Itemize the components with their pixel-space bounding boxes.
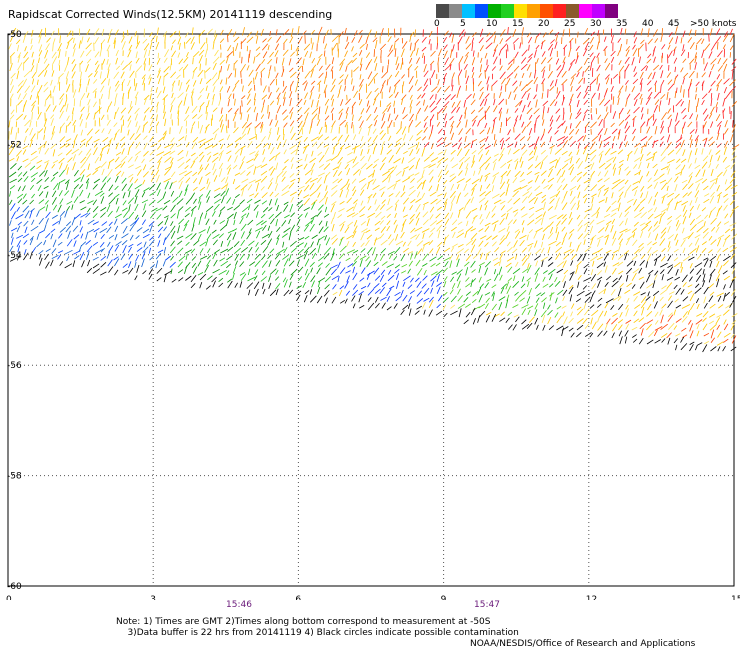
longitude-tick-label: 3 xyxy=(150,595,156,600)
longitude-tick-label: 12 xyxy=(586,595,597,600)
latitude-tick-label: -50 xyxy=(7,30,22,40)
legend-color-bar xyxy=(436,4,618,18)
legend-swatch xyxy=(592,4,605,18)
legend-swatch xyxy=(527,4,540,18)
legend-swatch xyxy=(449,4,462,18)
longitude-tick-label: 0 xyxy=(6,595,12,600)
legend-swatch xyxy=(436,4,449,18)
legend-swatch xyxy=(514,4,527,18)
legend-label: 30 xyxy=(590,19,602,29)
latitude-tick-label: -56 xyxy=(7,361,22,371)
notes: Note: 1) Times are GMT 2)Times along bot… xyxy=(116,617,519,639)
longitude-tick-label: 9 xyxy=(441,595,447,600)
latitude-labels: -50 -52 -54 -56 -58 -60 xyxy=(7,30,22,592)
legend-label: 15 xyxy=(512,19,524,29)
map-title: Rapidscat Corrected Winds(12.5KM) 201411… xyxy=(8,8,333,21)
legend-label: 25 xyxy=(564,19,576,29)
note-line-2: 3)Data buffer is 22 hrs from 20141119 4)… xyxy=(127,628,519,638)
legend-swatch xyxy=(553,4,566,18)
legend-swatch xyxy=(462,4,475,18)
legend-swatch xyxy=(488,4,501,18)
time-label-1: 15:46 xyxy=(226,600,252,610)
plot-frame xyxy=(7,33,735,587)
legend-swatch xyxy=(475,4,488,18)
legend-label: >50 knots xyxy=(690,19,737,29)
wind-vectors xyxy=(8,26,740,353)
longitude-tick-label: 15 xyxy=(731,595,740,600)
time-label-2: 15:47 xyxy=(474,600,500,610)
latitude-tick-label: -52 xyxy=(7,140,22,150)
latitude-tick-label: -60 xyxy=(7,582,22,592)
legend-label: 20 xyxy=(538,19,550,29)
legend-swatch xyxy=(501,4,514,18)
legend-label: 0 xyxy=(434,19,440,29)
grid-lines xyxy=(8,34,734,586)
note-line-1: Note: 1) Times are GMT 2)Times along bot… xyxy=(116,617,491,627)
wind-map: -50 -52 -54 -56 -58 -60 0 3 6 9 12 15 xyxy=(6,26,740,600)
credit-line: NOAA/NESDIS/Office of Research and Appli… xyxy=(470,639,696,649)
legend-label: 45 xyxy=(668,19,680,29)
latitude-tick-label: -58 xyxy=(7,472,22,482)
legend-label: 5 xyxy=(460,19,466,29)
legend-labels: 0 5 10 15 20 25 30 35 40 45 >50 knots xyxy=(434,18,737,30)
legend-swatch xyxy=(579,4,592,18)
latitude-tick-label: -54 xyxy=(7,251,22,261)
legend-swatch xyxy=(605,4,618,18)
wind-speed-legend: 0 5 10 15 20 25 30 35 40 45 >50 knots xyxy=(434,4,737,30)
legend-label: 10 xyxy=(486,19,498,29)
legend-label: 35 xyxy=(616,19,628,29)
legend-label: 40 xyxy=(642,19,654,29)
longitude-labels: 0 3 6 9 12 15 xyxy=(6,595,740,600)
legend-swatch xyxy=(566,4,579,18)
longitude-tick-label: 6 xyxy=(295,595,301,600)
legend-swatch xyxy=(540,4,553,18)
